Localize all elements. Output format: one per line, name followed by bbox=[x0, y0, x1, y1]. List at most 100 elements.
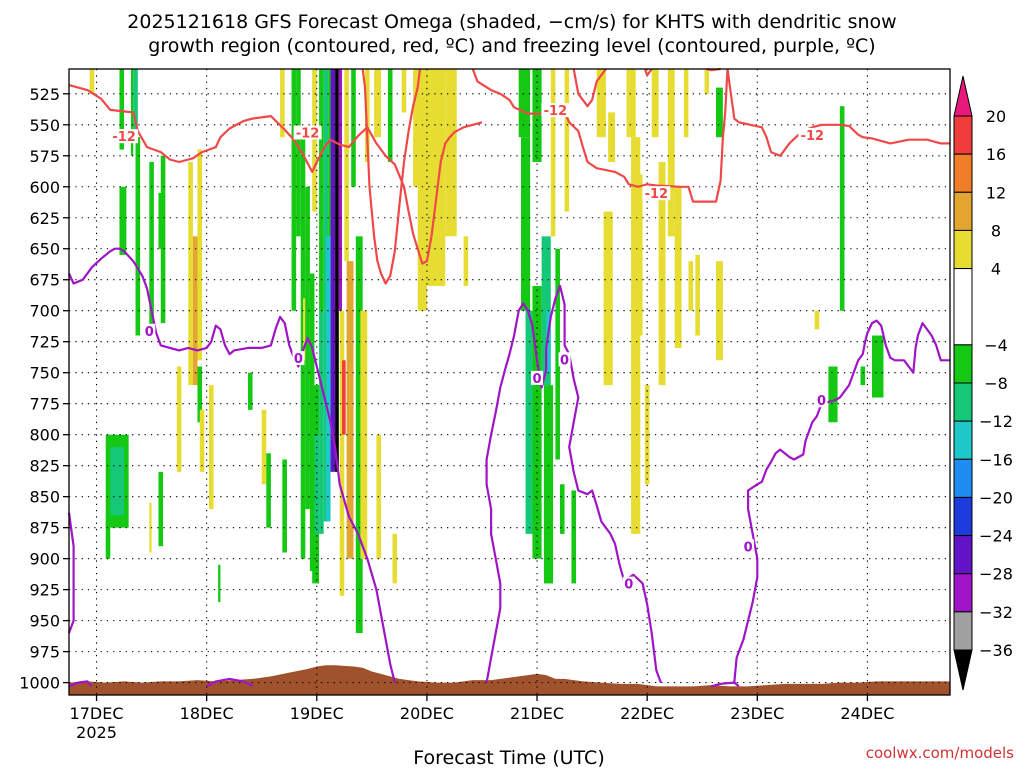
omega-cell-35 bbox=[314, 434, 320, 534]
omega-cell-70 bbox=[550, 69, 556, 237]
omega-cell-39 bbox=[325, 236, 331, 522]
x-tick-sublabel-year: 2025 bbox=[76, 723, 117, 742]
terrain-fill bbox=[69, 665, 950, 695]
y-tick-label-525: 525 bbox=[29, 85, 60, 104]
omega-cell-33 bbox=[312, 69, 317, 212]
plot-frame bbox=[68, 68, 951, 696]
y-tick-label-925: 925 bbox=[29, 581, 60, 600]
omega-cell-40 bbox=[328, 69, 331, 237]
contour-label-bg bbox=[293, 125, 322, 140]
colorbar-bottom-arrow bbox=[953, 649, 973, 691]
omega-cell-38 bbox=[323, 69, 329, 522]
x-tick-label-17DEC: 17DEC bbox=[70, 704, 124, 723]
y-tick-label-725: 725 bbox=[29, 333, 60, 352]
colorbar-bin-9 bbox=[953, 458, 973, 498]
omega-cell-15 bbox=[105, 521, 111, 559]
colorbar-bin-11 bbox=[953, 535, 973, 575]
omega-cell-41 bbox=[330, 69, 336, 472]
omega-cell-55 bbox=[392, 533, 398, 584]
contour-zero-line-6 bbox=[711, 681, 740, 688]
omega-cell-62 bbox=[518, 69, 531, 138]
omega-cell-22 bbox=[247, 372, 253, 410]
omega-cell-30 bbox=[303, 298, 308, 361]
contour-minus12-line-5 bbox=[643, 68, 653, 77]
colorbar-tick-label--8: −8 bbox=[984, 374, 1008, 393]
y-axis-ticks: 525 550 575 600 625 650 675 700 725 750 775 800 825 8… bbox=[19, 85, 69, 693]
contour-zero-line-0 bbox=[68, 247, 396, 683]
omega-cell-32 bbox=[309, 273, 315, 572]
contour-label-minus12-0: -12 bbox=[112, 130, 136, 145]
omega-cell-83 bbox=[658, 161, 666, 386]
omega-cell-11 bbox=[197, 149, 203, 361]
omega-cell-18 bbox=[149, 502, 152, 553]
omega-cell-84 bbox=[667, 69, 675, 237]
omega-cell-24 bbox=[266, 453, 271, 528]
colorbar-tick-label-4: 4 bbox=[991, 260, 1001, 279]
contour-label-zero-4: 0 bbox=[624, 578, 633, 593]
contour-labels: -12 -12 -12 -12 -12 0 0 0 0 0 0 0 bbox=[110, 103, 828, 593]
contour-label-bg bbox=[531, 370, 544, 385]
omega-cell-79 bbox=[631, 137, 641, 534]
omega-cell-48 bbox=[351, 69, 356, 187]
omega-cell-25 bbox=[280, 69, 285, 138]
colorbar-tick-label--20: −20 bbox=[979, 488, 1013, 507]
omega-cell-8 bbox=[160, 155, 166, 324]
omega-cell-89 bbox=[704, 69, 710, 94]
omega-cell-52 bbox=[374, 69, 382, 138]
colorbar-tick-label--4: −4 bbox=[984, 336, 1008, 355]
contour-zero-line-4 bbox=[68, 680, 93, 688]
omega-cell-23 bbox=[261, 409, 267, 485]
omega-cell-36 bbox=[319, 69, 324, 311]
omega-cell-82 bbox=[651, 69, 659, 138]
y-tick-label-850: 850 bbox=[29, 488, 60, 507]
omega-cell-92 bbox=[814, 310, 820, 330]
y-tick-label-975: 975 bbox=[29, 643, 60, 662]
colorbar-tick-label--24: −24 bbox=[979, 527, 1013, 546]
colorbar-tick-label-8: 8 bbox=[991, 221, 1001, 240]
x-tick-label-18DEC: 18DEC bbox=[180, 704, 234, 723]
omega-cell-88 bbox=[695, 254, 700, 336]
contour-zero-line-1 bbox=[67, 512, 75, 634]
contour-label-zero-2: 0 bbox=[533, 372, 542, 387]
x-tick-label-20DEC: 20DEC bbox=[400, 704, 454, 723]
contour-zero-line-2 bbox=[485, 284, 662, 683]
omega-cell-85 bbox=[674, 186, 682, 348]
omega-cell-80 bbox=[635, 174, 643, 336]
omega-cell-14 bbox=[218, 564, 221, 603]
y-tick-label-625: 625 bbox=[29, 209, 60, 228]
omega-cell-77 bbox=[608, 112, 616, 162]
colorbar-top-arrow bbox=[953, 75, 973, 117]
omega-cell-78 bbox=[626, 69, 636, 138]
omega-cell-56 bbox=[401, 69, 407, 113]
omega-cell-26 bbox=[282, 459, 287, 553]
omega-cell-72 bbox=[559, 484, 565, 534]
terrain-surface bbox=[69, 665, 950, 695]
omega-cell-17 bbox=[110, 447, 125, 516]
y-tick-label-875: 875 bbox=[29, 519, 60, 538]
y-tick-label-750: 750 bbox=[29, 364, 60, 383]
contour-label-bg bbox=[558, 352, 571, 367]
contour-zero-line-5 bbox=[206, 677, 254, 688]
contour-label-bg bbox=[622, 576, 635, 591]
contour-label-minus12-4: -12 bbox=[801, 129, 825, 144]
omega-cell-63 bbox=[520, 137, 531, 311]
contour-label-zero-1: 0 bbox=[294, 352, 303, 367]
contour-label-minus12-1: -12 bbox=[296, 126, 320, 141]
omega-cell-74 bbox=[571, 490, 577, 584]
omega-cell-28 bbox=[296, 69, 301, 237]
contour-label-zero-5: 0 bbox=[744, 540, 753, 555]
colorbar-bin-8 bbox=[953, 420, 973, 460]
y-tick-label-675: 675 bbox=[29, 271, 60, 290]
omega-cell-21 bbox=[199, 409, 205, 472]
colorbar-tick-label--28: −28 bbox=[979, 565, 1013, 584]
contour-zero-line-3 bbox=[733, 319, 950, 683]
colorbar-bin-12 bbox=[953, 573, 973, 613]
omega-cell-59 bbox=[426, 69, 446, 286]
contour-label-bg bbox=[742, 539, 755, 554]
credit-text[interactable]: coolwx.com/models bbox=[866, 744, 1014, 762]
omega-cell-76 bbox=[603, 211, 613, 386]
omega-cell-19 bbox=[158, 471, 164, 547]
omega-cell-65 bbox=[532, 69, 542, 162]
